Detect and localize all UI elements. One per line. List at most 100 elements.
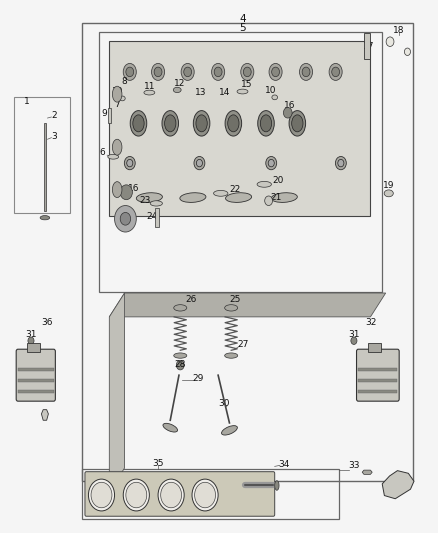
Text: 10: 10 bbox=[265, 86, 276, 95]
Text: 31: 31 bbox=[25, 330, 37, 339]
Ellipse shape bbox=[332, 67, 339, 77]
Ellipse shape bbox=[180, 193, 206, 203]
Bar bbox=[358, 368, 397, 372]
Ellipse shape bbox=[222, 426, 237, 435]
Ellipse shape bbox=[127, 159, 133, 167]
Ellipse shape bbox=[266, 157, 277, 169]
Circle shape bbox=[351, 337, 357, 344]
Text: 26: 26 bbox=[185, 295, 196, 304]
Ellipse shape bbox=[271, 193, 297, 203]
Ellipse shape bbox=[130, 111, 147, 136]
Text: 24: 24 bbox=[146, 212, 158, 221]
Circle shape bbox=[28, 337, 34, 344]
Ellipse shape bbox=[152, 63, 165, 80]
Ellipse shape bbox=[144, 90, 155, 95]
Circle shape bbox=[265, 196, 272, 206]
Ellipse shape bbox=[196, 115, 207, 132]
Text: 1: 1 bbox=[24, 96, 29, 106]
Circle shape bbox=[123, 479, 149, 511]
Ellipse shape bbox=[258, 111, 274, 136]
Ellipse shape bbox=[154, 67, 162, 77]
Circle shape bbox=[120, 213, 131, 225]
Bar bbox=[27, 343, 40, 352]
Bar bbox=[110, 41, 371, 216]
Ellipse shape bbox=[275, 481, 279, 490]
Bar bbox=[155, 208, 159, 227]
Ellipse shape bbox=[181, 63, 194, 80]
Bar bbox=[358, 379, 397, 382]
Bar bbox=[82, 22, 413, 481]
Text: 11: 11 bbox=[144, 82, 155, 91]
Ellipse shape bbox=[136, 193, 162, 203]
Ellipse shape bbox=[228, 115, 239, 132]
Text: 25: 25 bbox=[230, 295, 241, 304]
FancyBboxPatch shape bbox=[85, 472, 275, 516]
Bar bbox=[44, 123, 46, 211]
Polygon shape bbox=[382, 471, 414, 499]
Text: 15: 15 bbox=[240, 80, 252, 89]
Polygon shape bbox=[110, 293, 386, 317]
Ellipse shape bbox=[289, 111, 306, 136]
Ellipse shape bbox=[193, 111, 210, 136]
Text: 16: 16 bbox=[284, 101, 295, 110]
Ellipse shape bbox=[244, 67, 251, 77]
Circle shape bbox=[88, 479, 115, 511]
Text: 8: 8 bbox=[121, 77, 127, 86]
Ellipse shape bbox=[108, 155, 119, 159]
Bar bbox=[18, 368, 53, 372]
Ellipse shape bbox=[163, 423, 177, 432]
Ellipse shape bbox=[196, 159, 202, 167]
Text: 28: 28 bbox=[174, 360, 186, 369]
Text: 13: 13 bbox=[195, 88, 206, 97]
Text: 30: 30 bbox=[219, 399, 230, 408]
Ellipse shape bbox=[226, 193, 251, 203]
Bar bbox=[82, 469, 339, 520]
Circle shape bbox=[192, 479, 218, 511]
Bar bbox=[364, 33, 371, 59]
Ellipse shape bbox=[113, 86, 122, 102]
Text: 17: 17 bbox=[363, 43, 374, 52]
Text: 20: 20 bbox=[272, 175, 284, 184]
Ellipse shape bbox=[162, 111, 179, 136]
Text: 6: 6 bbox=[99, 148, 105, 157]
Circle shape bbox=[126, 482, 147, 508]
Ellipse shape bbox=[338, 159, 344, 167]
Ellipse shape bbox=[225, 305, 238, 311]
Ellipse shape bbox=[292, 115, 303, 132]
FancyBboxPatch shape bbox=[357, 349, 399, 401]
Bar bbox=[99, 32, 382, 292]
Text: 36: 36 bbox=[41, 318, 53, 327]
Text: 22: 22 bbox=[229, 185, 240, 194]
Text: 5: 5 bbox=[240, 23, 246, 33]
Bar bbox=[18, 390, 53, 393]
Text: 3: 3 bbox=[52, 132, 57, 141]
Text: 27: 27 bbox=[238, 341, 249, 350]
Circle shape bbox=[194, 482, 215, 508]
Circle shape bbox=[386, 37, 394, 46]
Text: 10: 10 bbox=[112, 87, 124, 96]
Ellipse shape bbox=[214, 190, 228, 196]
Text: 12: 12 bbox=[174, 79, 186, 88]
Text: 18: 18 bbox=[393, 26, 405, 35]
Ellipse shape bbox=[150, 201, 162, 206]
Text: 16: 16 bbox=[128, 183, 140, 192]
Circle shape bbox=[161, 482, 182, 508]
Ellipse shape bbox=[113, 182, 122, 198]
Ellipse shape bbox=[173, 87, 181, 93]
Text: 21: 21 bbox=[271, 193, 282, 202]
Text: 34: 34 bbox=[279, 460, 290, 469]
Polygon shape bbox=[362, 470, 372, 474]
Ellipse shape bbox=[184, 67, 191, 77]
Text: 32: 32 bbox=[366, 318, 377, 327]
Ellipse shape bbox=[133, 115, 144, 132]
Ellipse shape bbox=[40, 216, 49, 220]
Ellipse shape bbox=[174, 353, 187, 358]
Ellipse shape bbox=[329, 63, 342, 80]
Circle shape bbox=[91, 482, 112, 508]
Ellipse shape bbox=[336, 157, 346, 169]
Ellipse shape bbox=[165, 115, 176, 132]
Ellipse shape bbox=[272, 95, 278, 100]
Bar bbox=[358, 390, 397, 393]
Text: 14: 14 bbox=[219, 88, 230, 97]
Ellipse shape bbox=[120, 96, 125, 101]
